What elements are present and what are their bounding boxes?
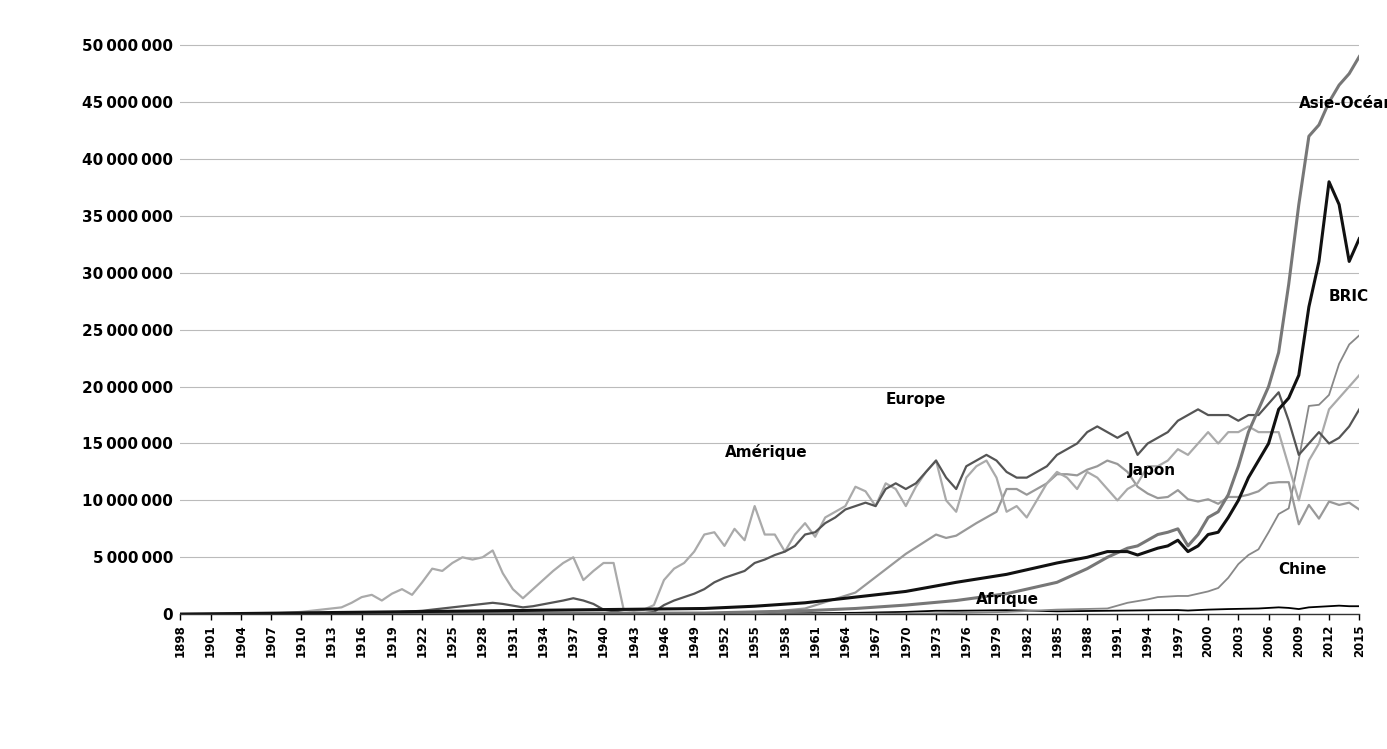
Text: Amérique: Amérique	[724, 444, 807, 460]
Text: Afrique: Afrique	[976, 592, 1039, 607]
Text: Asie-Océanie: Asie-Océanie	[1298, 96, 1387, 111]
Text: BRIC: BRIC	[1329, 289, 1369, 304]
Text: Chine: Chine	[1279, 562, 1327, 577]
Text: Japon: Japon	[1128, 464, 1176, 479]
Text: Europe: Europe	[886, 392, 946, 407]
